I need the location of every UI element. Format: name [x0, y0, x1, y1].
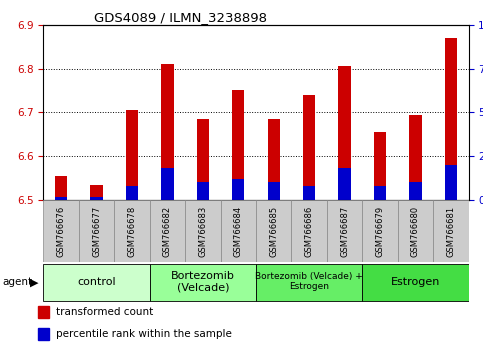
Text: agent: agent: [2, 277, 32, 287]
Bar: [303, 95, 315, 200]
Text: GSM766684: GSM766684: [234, 205, 243, 257]
Bar: [362, 264, 469, 301]
Bar: [444, 165, 457, 200]
Text: GDS4089 / ILMN_3238898: GDS4089 / ILMN_3238898: [95, 11, 268, 24]
Text: GSM766677: GSM766677: [92, 205, 101, 257]
Bar: [409, 182, 422, 200]
Bar: [38, 307, 49, 318]
Bar: [150, 264, 256, 301]
Bar: [150, 200, 185, 262]
Text: GSM766686: GSM766686: [305, 205, 313, 257]
Bar: [161, 169, 174, 200]
Bar: [79, 200, 114, 262]
Bar: [197, 119, 209, 200]
Bar: [197, 182, 209, 200]
Bar: [256, 264, 362, 301]
Text: percentile rank within the sample: percentile rank within the sample: [56, 329, 231, 339]
Bar: [126, 186, 138, 200]
Bar: [303, 186, 315, 200]
Text: GSM766687: GSM766687: [340, 205, 349, 257]
Bar: [374, 186, 386, 200]
Bar: [338, 169, 351, 200]
Text: Estrogen: Estrogen: [391, 276, 440, 286]
Bar: [268, 182, 280, 200]
Bar: [161, 64, 174, 200]
Bar: [55, 176, 68, 200]
Text: Bortezomib
(Velcade): Bortezomib (Velcade): [171, 271, 235, 292]
Text: GSM766681: GSM766681: [446, 205, 455, 257]
Bar: [90, 196, 103, 200]
Bar: [444, 38, 457, 200]
Bar: [90, 185, 103, 200]
Text: GSM766682: GSM766682: [163, 205, 172, 257]
Text: transformed count: transformed count: [56, 307, 153, 318]
Bar: [362, 200, 398, 262]
Bar: [221, 200, 256, 262]
Bar: [291, 200, 327, 262]
Text: control: control: [77, 276, 116, 286]
Bar: [433, 200, 469, 262]
Bar: [409, 115, 422, 200]
Text: GSM766679: GSM766679: [375, 205, 384, 257]
Text: GSM766683: GSM766683: [199, 205, 207, 257]
Text: GSM766676: GSM766676: [57, 205, 66, 257]
Bar: [256, 200, 291, 262]
Bar: [327, 200, 362, 262]
Bar: [185, 200, 221, 262]
Bar: [398, 200, 433, 262]
Text: GSM766680: GSM766680: [411, 205, 420, 257]
Bar: [374, 132, 386, 200]
Text: GSM766685: GSM766685: [269, 205, 278, 257]
Bar: [268, 119, 280, 200]
Bar: [338, 67, 351, 200]
Bar: [232, 179, 244, 200]
Bar: [38, 328, 49, 339]
Bar: [114, 200, 150, 262]
Bar: [43, 264, 150, 301]
Bar: [43, 200, 79, 262]
Bar: [55, 196, 68, 200]
Text: ▶: ▶: [30, 277, 39, 287]
Bar: [126, 110, 138, 200]
Text: GSM766678: GSM766678: [128, 205, 137, 257]
Text: Bortezomib (Velcade) +
Estrogen: Bortezomib (Velcade) + Estrogen: [255, 272, 363, 291]
Bar: [232, 91, 244, 200]
